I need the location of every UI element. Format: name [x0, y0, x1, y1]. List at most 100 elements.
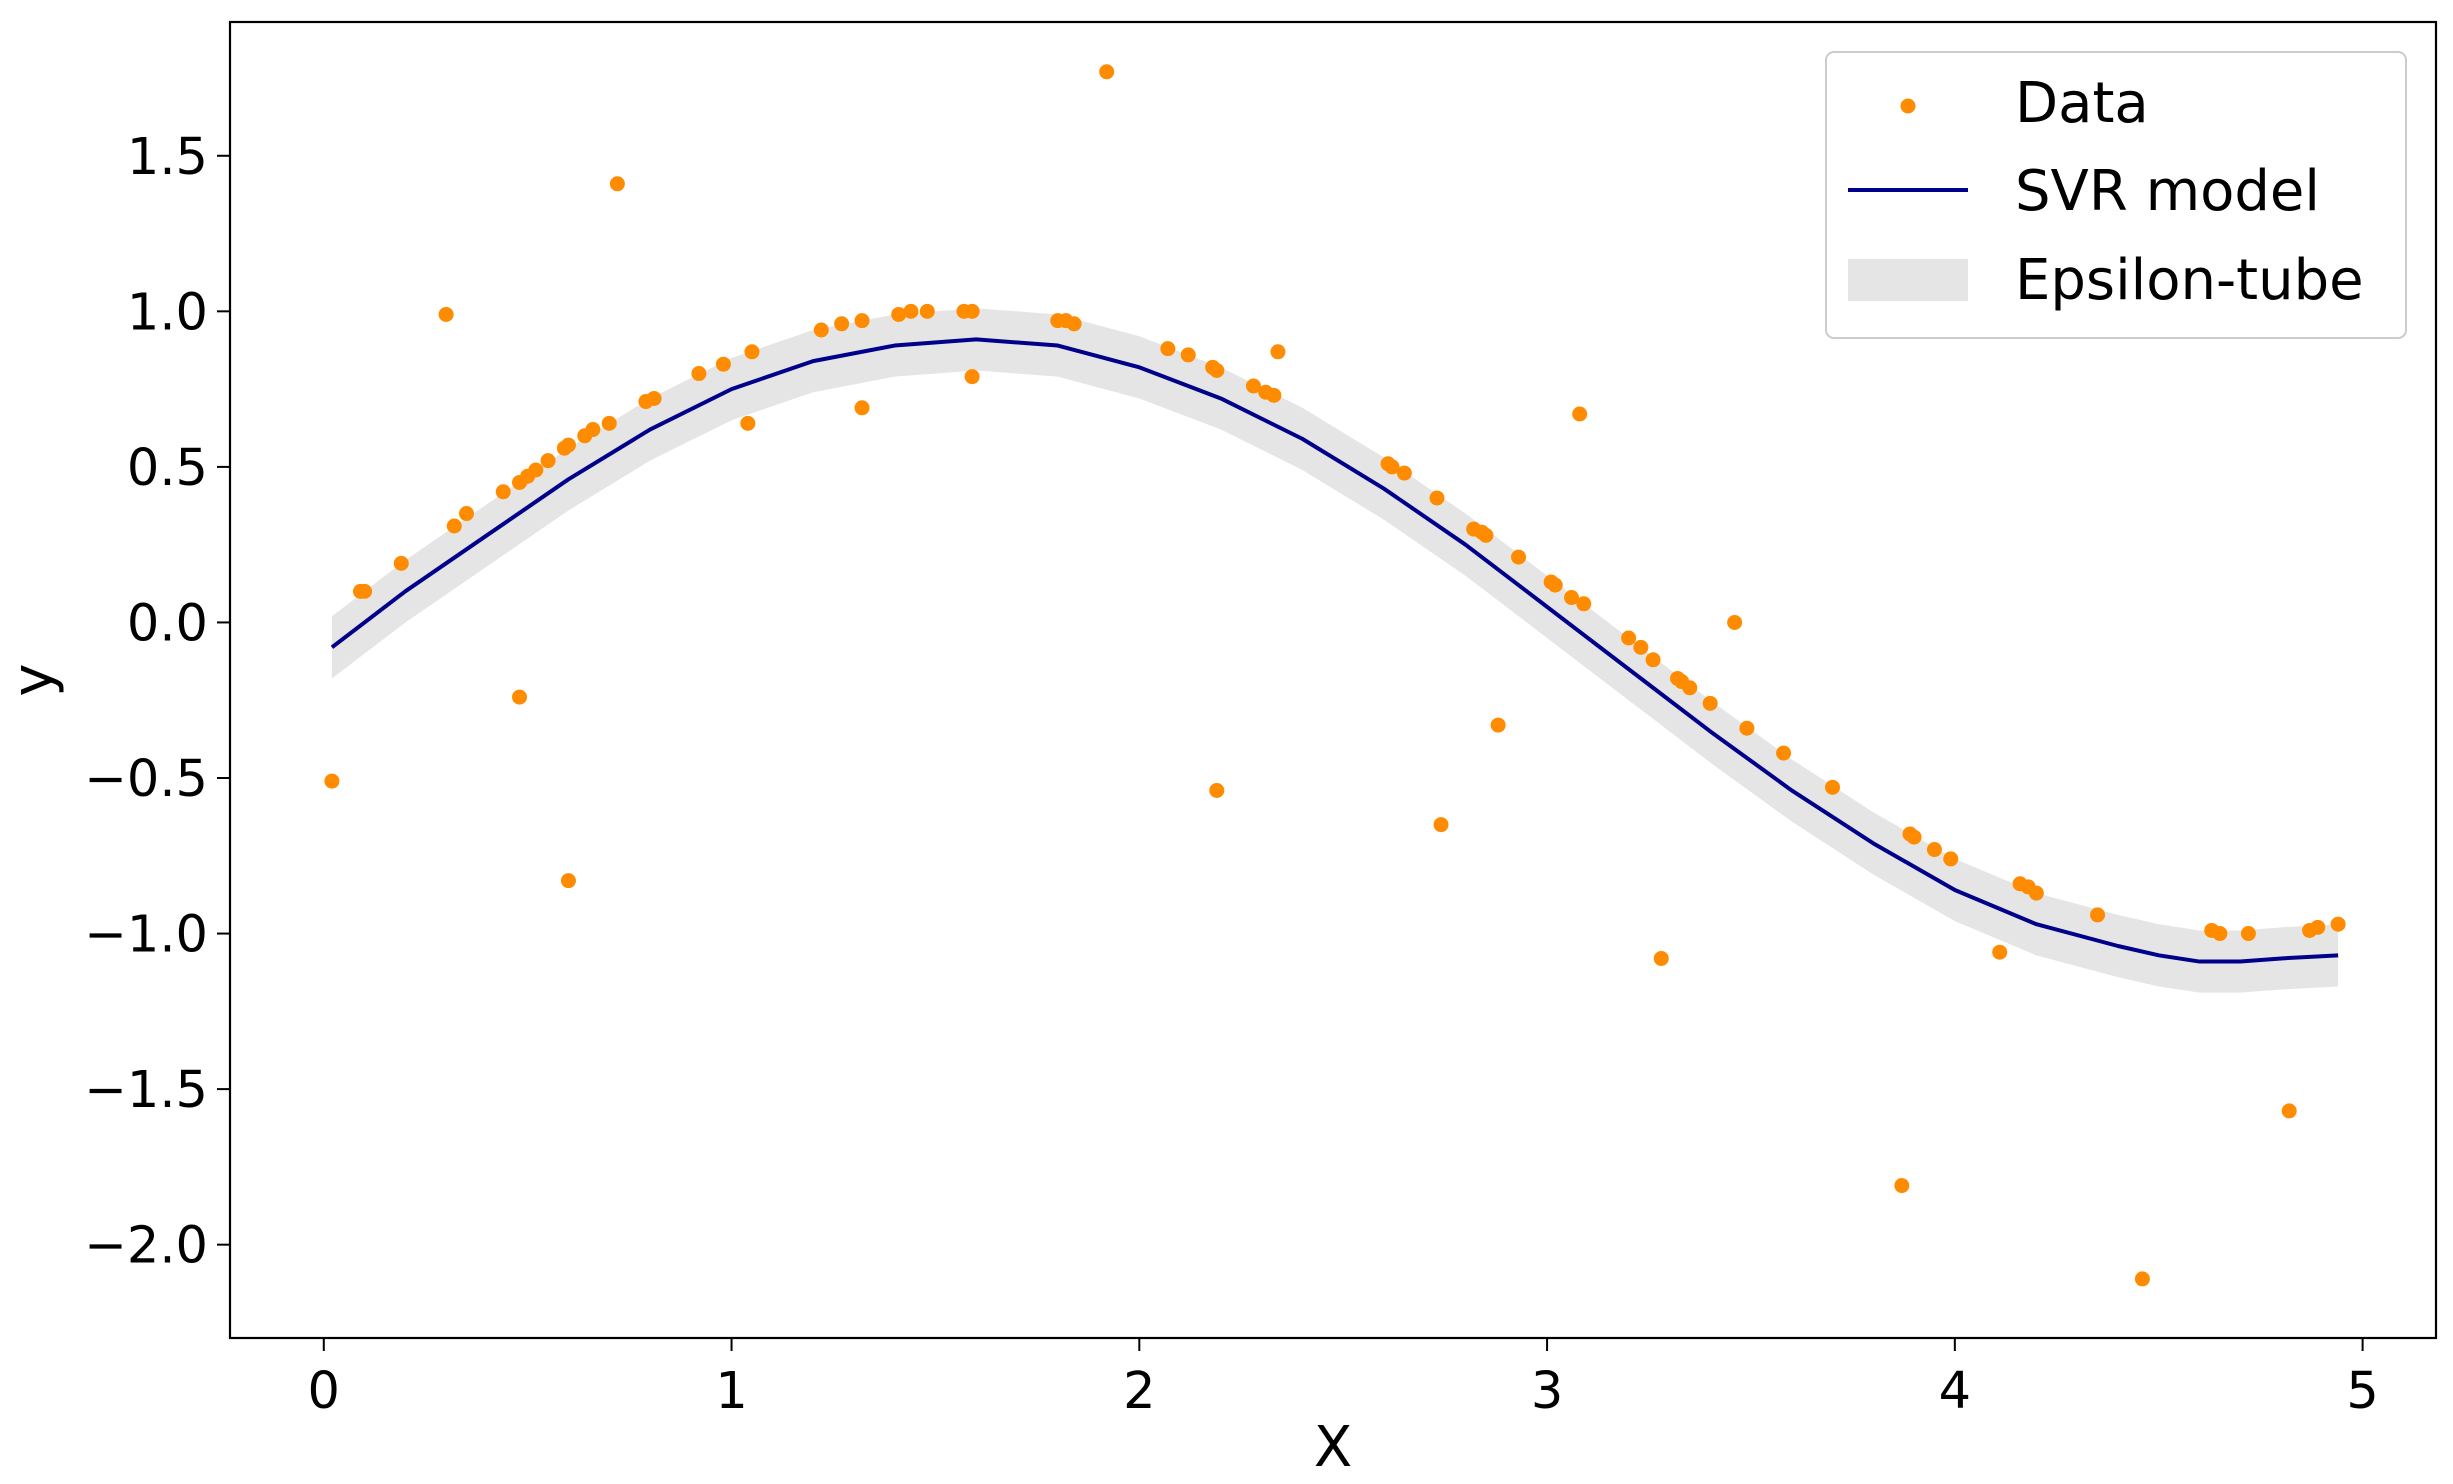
data-point: [646, 390, 662, 406]
y-axis-ticks: −2.0 −1.5 −1.0 −0.5 0.0 0.5 1.0 1.5: [84, 128, 230, 1276]
data-point: [585, 422, 601, 438]
legend-label-svr-model: SVR model: [2015, 159, 2320, 224]
data-point: [1429, 490, 1445, 506]
data-point: [903, 303, 919, 319]
data-point: [834, 316, 850, 332]
data-point: [357, 583, 373, 599]
data-point: [1702, 695, 1718, 711]
x-axis-label: X: [1314, 1415, 1352, 1480]
data-point: [324, 773, 340, 789]
data-point: [964, 303, 980, 319]
data-point: [891, 306, 907, 322]
data-point: [919, 303, 935, 319]
legend: Data SVR model Epsilon-tube: [1825, 51, 2407, 339]
data-point: [1576, 596, 1592, 612]
data-point: [1511, 549, 1527, 565]
y-axis-label: y: [1, 663, 66, 696]
data-point: [2090, 907, 2106, 923]
data-point: [2212, 926, 2228, 942]
data-point: [740, 415, 756, 431]
x-tick-label: 2: [1123, 1362, 1155, 1421]
data-point: [854, 400, 870, 416]
data-point: [438, 306, 454, 322]
data-point: [1572, 406, 1588, 422]
y-tick-label: 1.0: [127, 283, 208, 342]
data-point: [2310, 919, 2326, 935]
data-point: [1633, 639, 1649, 655]
data-point: [1943, 851, 1959, 867]
data-point: [1906, 829, 1922, 845]
svr-model-line: [330, 337, 2339, 964]
data-point: [1396, 465, 1412, 481]
data-point: [2240, 926, 2256, 942]
data-point: [1727, 614, 1743, 630]
data-point: [512, 689, 528, 705]
data-point: [1547, 577, 1563, 593]
plot-frame: [228, 20, 2438, 1340]
data-point: [1490, 717, 1506, 733]
data-point: [459, 506, 475, 522]
data-point: [1209, 362, 1225, 378]
data-point: [1739, 720, 1755, 736]
data-point: [601, 415, 617, 431]
data-point: [1266, 387, 1282, 403]
legend-label-epsilon-tube: Epsilon-tube: [2015, 248, 2364, 313]
data-point: [540, 453, 556, 469]
data-point: [2330, 916, 2346, 932]
data-point: [1682, 680, 1698, 696]
data-point: [495, 484, 511, 500]
legend-label-data: Data: [2015, 71, 2149, 136]
y-tick-label: −1.0: [84, 906, 208, 965]
legend-box: [1825, 51, 2407, 339]
y-tick-label: −0.5: [84, 750, 208, 809]
data-point: [1066, 316, 1082, 332]
data-point: [446, 518, 462, 534]
data-points-layer: [324, 64, 2346, 1287]
data-point: [1645, 652, 1661, 668]
data-point: [964, 369, 980, 385]
data-point: [1776, 745, 1792, 761]
data-point: [528, 462, 544, 478]
y-tick-label: −2.0: [84, 1217, 208, 1276]
data-point: [1160, 341, 1176, 357]
data-point: [1825, 779, 1841, 795]
data-point: [2134, 1271, 2150, 1287]
svr-model-layer: [330, 337, 2339, 964]
data-point: [1433, 817, 1449, 833]
y-tick-label: 0.0: [127, 594, 208, 653]
x-tick-label: 0: [308, 1362, 340, 1421]
data-point: [1478, 527, 1494, 543]
y-tick-label: 1.5: [127, 128, 208, 187]
data-point: [744, 344, 760, 360]
x-tick-label: 4: [1939, 1362, 1971, 1421]
y-tick-label: −1.5: [84, 1061, 208, 1120]
x-axis-ticks: 0 1 2 3 4 5: [308, 1338, 2379, 1421]
x-tick-label: 3: [1531, 1362, 1563, 1421]
legend-data-marker: [1900, 98, 1916, 114]
data-point: [609, 176, 625, 192]
data-point: [2028, 885, 2044, 901]
data-point: [1270, 344, 1286, 360]
data-point: [1653, 950, 1669, 966]
data-point: [1180, 347, 1196, 363]
data-point: [1209, 782, 1225, 798]
x-tick-label: 5: [2346, 1362, 2378, 1421]
data-point: [2281, 1103, 2297, 1119]
data-point: [1992, 944, 2008, 960]
y-tick-label: 0.5: [127, 439, 208, 498]
data-point: [691, 366, 707, 382]
legend-epsilon-tube-patch: [1848, 259, 1968, 301]
data-point: [560, 437, 576, 453]
data-point: [393, 555, 409, 571]
data-point: [715, 356, 731, 372]
x-tick-label: 1: [715, 1362, 747, 1421]
data-point: [560, 873, 576, 889]
data-point: [1926, 842, 1942, 858]
data-point: [1894, 1178, 1910, 1194]
data-point: [1621, 630, 1637, 646]
data-point: [813, 322, 829, 338]
data-point: [1384, 459, 1400, 475]
data-point: [854, 313, 870, 329]
data-point: [1564, 590, 1580, 606]
